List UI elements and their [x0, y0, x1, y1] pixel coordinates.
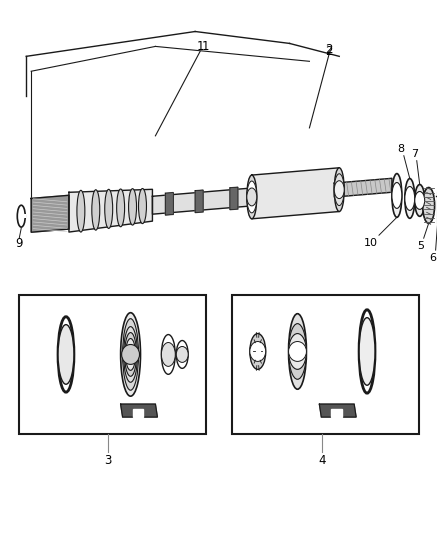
Polygon shape [334, 179, 392, 197]
Ellipse shape [129, 189, 137, 225]
Ellipse shape [17, 205, 25, 227]
Ellipse shape [126, 338, 135, 370]
Ellipse shape [415, 191, 425, 209]
Ellipse shape [124, 327, 138, 382]
Bar [20, 214, 26, 218]
Polygon shape [31, 195, 69, 232]
Ellipse shape [161, 335, 175, 374]
Polygon shape [69, 189, 152, 232]
Bar [19, 295, 206, 434]
Ellipse shape [334, 174, 344, 206]
Text: 2: 2 [325, 45, 333, 58]
Text: 9: 9 [15, 238, 23, 251]
Ellipse shape [392, 182, 402, 208]
Ellipse shape [123, 319, 138, 390]
Ellipse shape [289, 324, 307, 379]
Text: 5: 5 [417, 241, 424, 251]
Text: 2: 2 [325, 43, 333, 56]
Text: 6: 6 [429, 253, 436, 263]
Ellipse shape [247, 188, 257, 206]
Ellipse shape [161, 343, 175, 366]
Polygon shape [165, 192, 173, 215]
Ellipse shape [405, 179, 415, 219]
Ellipse shape [138, 189, 146, 224]
Polygon shape [331, 409, 342, 417]
Ellipse shape [359, 310, 375, 393]
Text: 3: 3 [104, 454, 111, 467]
Ellipse shape [105, 189, 113, 229]
Ellipse shape [334, 181, 344, 199]
Text: 4: 4 [318, 454, 326, 467]
Ellipse shape [250, 342, 266, 361]
Ellipse shape [250, 334, 266, 369]
Polygon shape [152, 188, 255, 214]
Ellipse shape [392, 174, 402, 217]
Polygon shape [319, 404, 356, 417]
Ellipse shape [415, 184, 425, 216]
Text: 7: 7 [411, 149, 418, 159]
Text: 1: 1 [196, 40, 204, 53]
Ellipse shape [359, 318, 375, 385]
Ellipse shape [77, 190, 85, 232]
Ellipse shape [117, 189, 124, 227]
Ellipse shape [176, 346, 188, 362]
Ellipse shape [334, 168, 344, 212]
Text: 1: 1 [201, 40, 209, 53]
Ellipse shape [124, 333, 137, 376]
Ellipse shape [247, 181, 257, 213]
Ellipse shape [405, 187, 415, 211]
Ellipse shape [289, 334, 307, 369]
Ellipse shape [289, 314, 307, 389]
Text: 8: 8 [397, 144, 404, 154]
Ellipse shape [289, 342, 307, 361]
Polygon shape [195, 190, 203, 213]
Polygon shape [252, 168, 339, 219]
Ellipse shape [58, 317, 74, 392]
Ellipse shape [122, 344, 140, 365]
Polygon shape [230, 187, 238, 209]
Ellipse shape [92, 190, 100, 230]
Ellipse shape [423, 188, 434, 223]
Polygon shape [133, 409, 144, 417]
Polygon shape [120, 404, 157, 417]
Bar [232, 295, 419, 434]
Ellipse shape [58, 325, 74, 384]
Text: 10: 10 [364, 238, 378, 248]
Ellipse shape [120, 313, 141, 396]
Ellipse shape [176, 341, 188, 368]
Ellipse shape [247, 175, 257, 219]
